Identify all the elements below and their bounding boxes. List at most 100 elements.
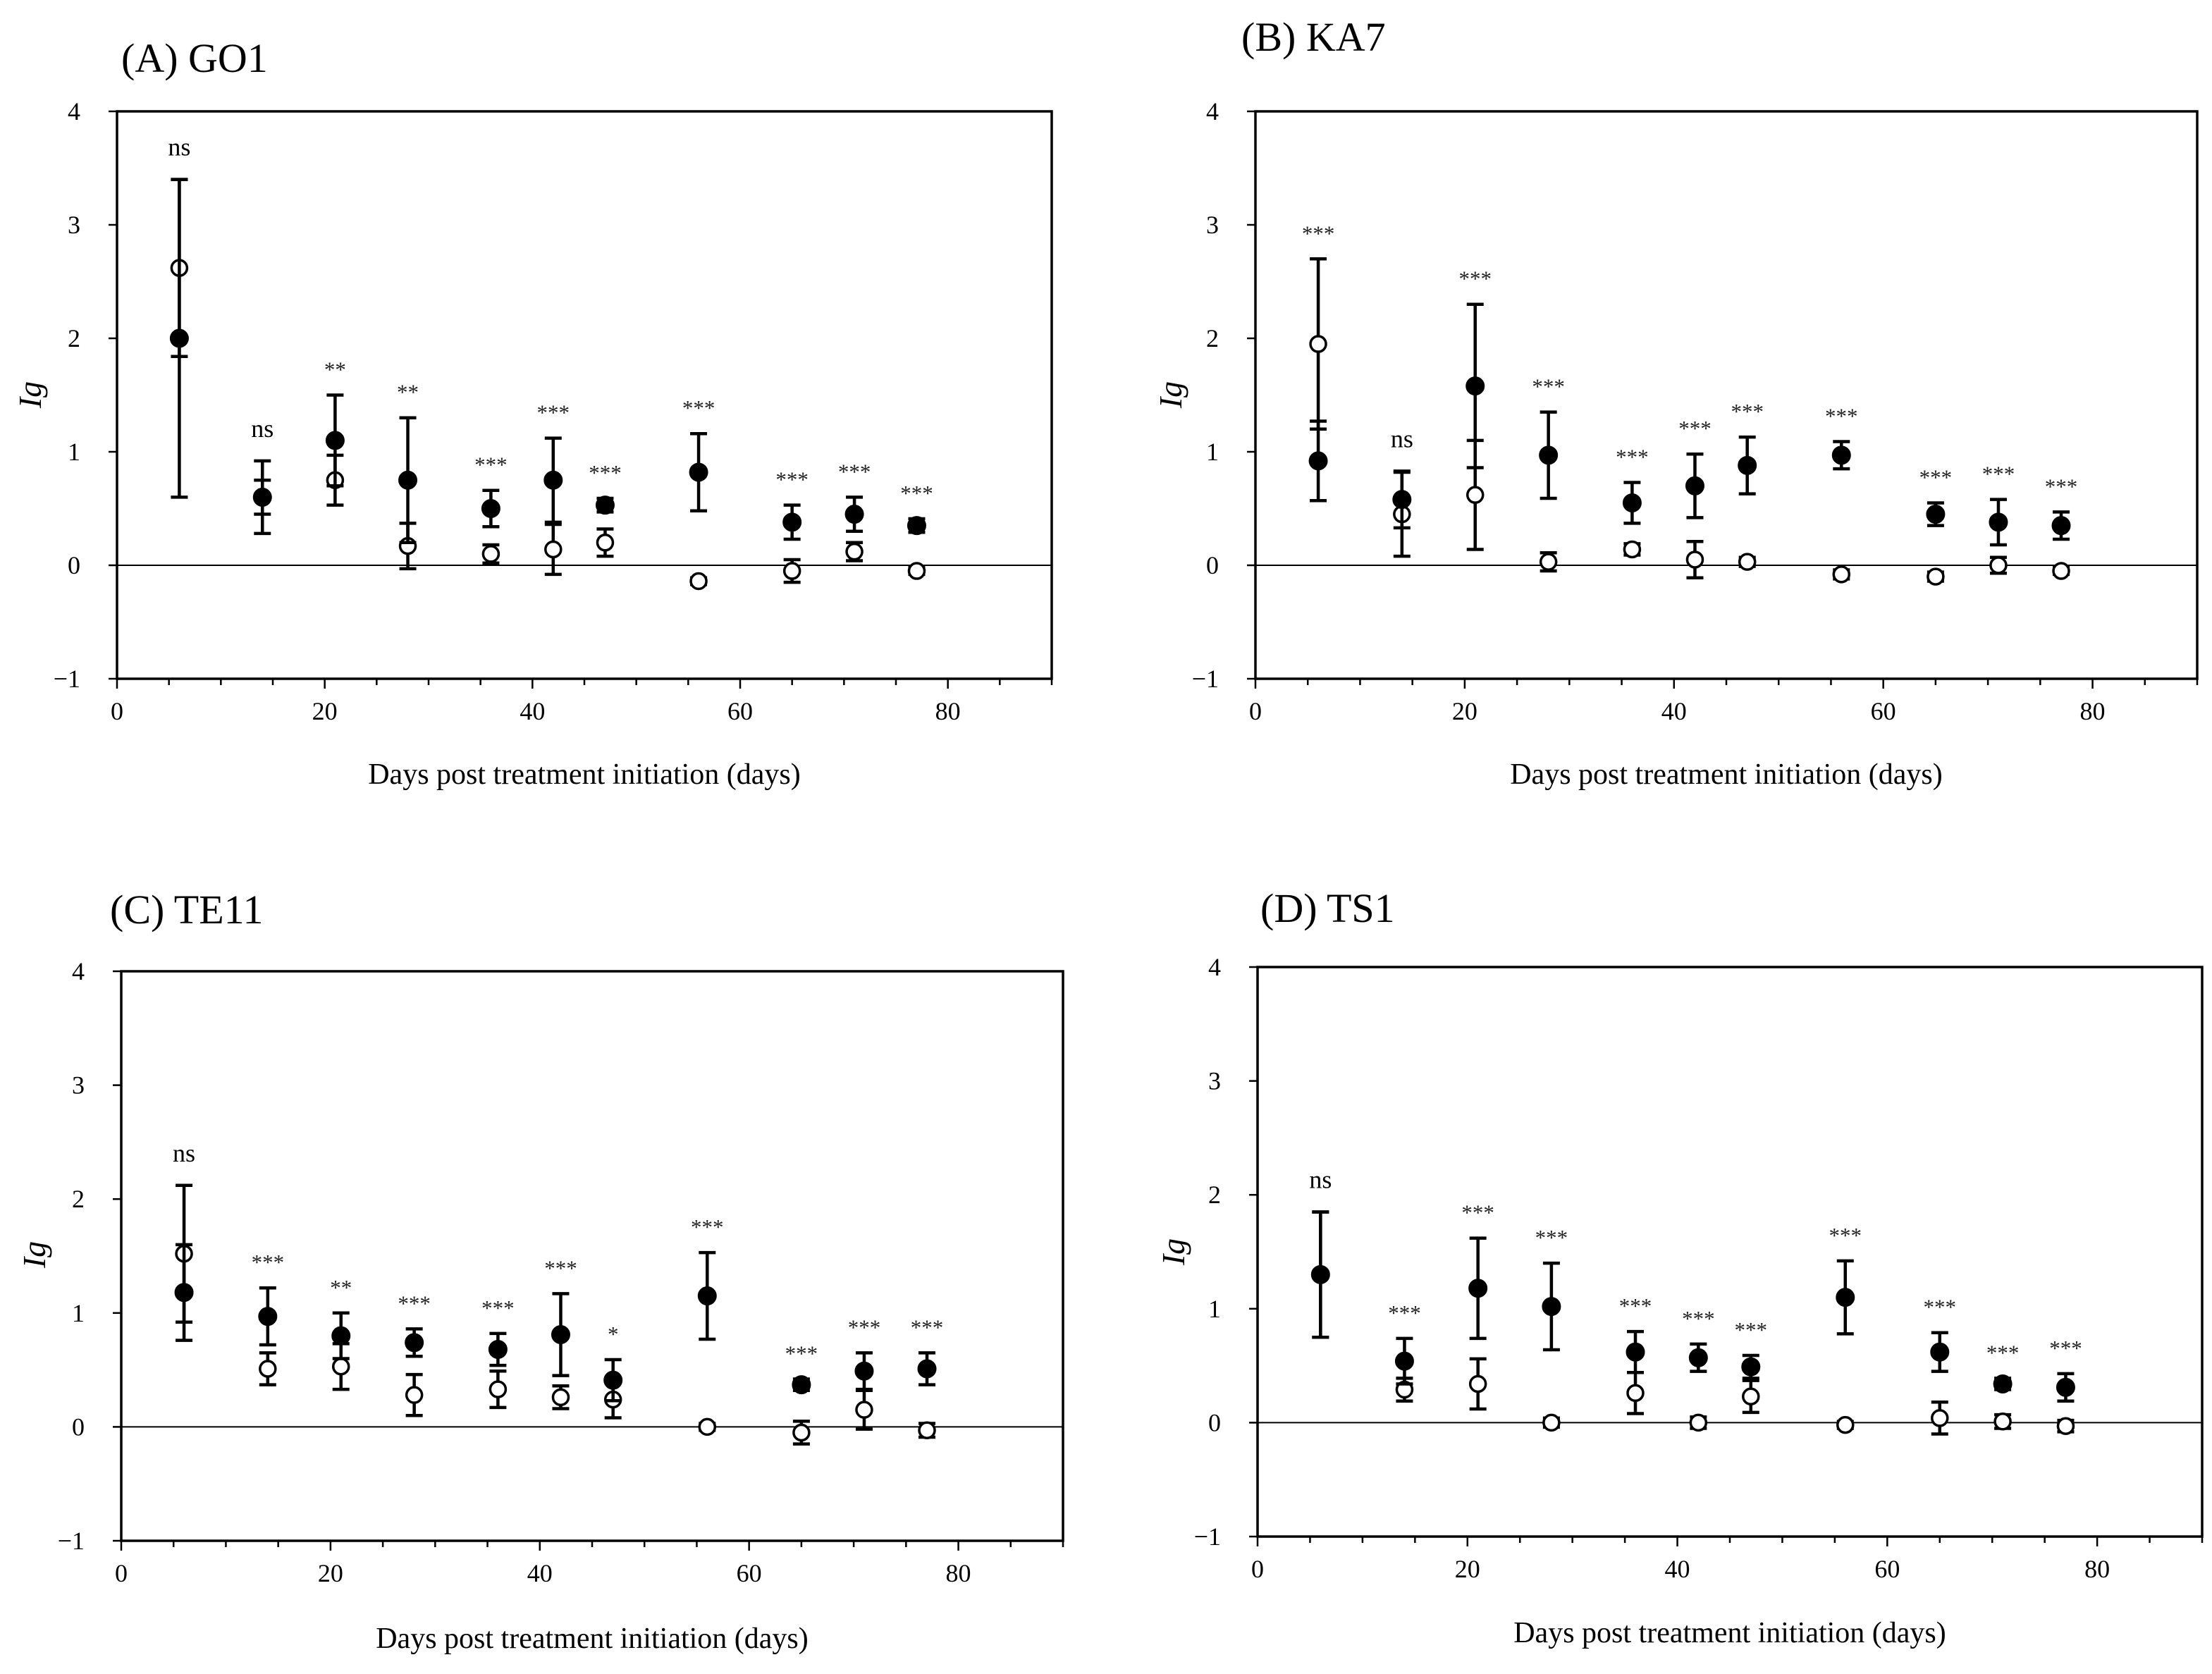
panel-c-significance-label: *** [848,1315,881,1339]
filled-point [1688,1348,1708,1367]
open-point [259,1360,277,1378]
filled-point [697,1286,717,1306]
panel-c-x-ticks [120,1541,1064,1551]
panel-a-series-filled [169,178,926,545]
panel-a-significance-label: ** [397,380,419,405]
panel-d-x-tick-label: 20 [1455,1555,1480,1583]
open-point [2056,1417,2075,1435]
filled-point [2051,516,2071,536]
filled-point [1836,1288,1855,1307]
open-point [1836,1415,1855,1434]
panel-c: (C) TE11 Days post treatment initiation … [16,887,1064,1655]
panel-a-y-tick-label: 0 [68,551,80,579]
open-point [1539,553,1558,571]
filled-point [595,496,615,515]
filled-point [1308,451,1328,471]
filled-point [1626,1342,1645,1362]
panel-a-significance-label: ** [324,357,346,382]
panel-c-xlabel: Days post treatment initiation (days) [376,1623,809,1655]
filled-point [1392,490,1412,510]
open-point [1989,556,2008,574]
filled-point [1622,493,1642,512]
panel-b-x-tick-label: 80 [2080,697,2106,725]
open-point [1542,1413,1561,1432]
panel-a-x-tick-label: 20 [312,697,338,725]
open-point [782,562,801,580]
open-point [1927,567,1945,586]
panel-c-series-filled [174,1243,937,1403]
filled-point [331,1326,351,1346]
filled-point [405,1333,424,1353]
panel-a-significance-label: *** [589,460,622,485]
panel-a-significance-label: *** [682,395,715,420]
panel-c-y-tick-label: 0 [72,1413,85,1441]
filled-point [252,487,272,507]
open-point [1626,1384,1645,1403]
panel-b-y-tick-label: 3 [1206,211,1219,239]
filled-point [1542,1297,1561,1317]
panel-c-significance-label: *** [785,1341,818,1366]
panel-c-series-open [175,1183,936,1446]
open-point [489,1380,508,1398]
panel-d-x-tick-label: 40 [1665,1555,1690,1583]
open-point [1738,553,1757,571]
panel-a-y-ticks [109,110,117,680]
panel-d-y-tick-label: 4 [1208,953,1221,981]
filled-point [1930,1342,1950,1362]
panel-a-title: (A) GO1 [121,35,268,81]
panel-a-significance-label: ns [251,414,274,443]
panel-b-significance-label: *** [1616,444,1649,469]
panel-a-x-tick-label: 0 [111,697,123,725]
open-point [855,1401,873,1419]
panel-d-series-filled [1310,1210,2075,1403]
panel-b-x-tick-label: 0 [1249,697,1262,725]
panel-c-significance-label: * [608,1322,619,1346]
panel-d-x-tick-label: 0 [1251,1555,1264,1583]
open-point [1685,550,1704,569]
panel-c-significance-label: ns [173,1139,195,1167]
panel-d-plot-frame [1256,966,2204,1538]
panel-d-y-tick-label: 0 [1208,1408,1221,1436]
panel-a-significance-label: *** [900,481,933,505]
panel-b-significance-label: *** [1458,266,1492,291]
panel-d-significance-label: *** [1735,1317,1768,1342]
panel-c-y-ticks [113,970,121,1542]
open-point [1742,1387,1760,1405]
open-point [1689,1413,1708,1432]
open-point [2052,562,2070,580]
filled-point [1466,376,1485,396]
open-point [689,572,708,591]
panel-d-significance-label: *** [1986,1340,2020,1365]
panel-c-significance-label: ** [330,1275,352,1300]
filled-point [1539,445,1559,465]
filled-point [782,512,802,532]
panel-a-y-tick-label: 4 [68,97,80,125]
panel-b-significance-label: *** [1532,374,1565,399]
panel-c-significance-label: *** [544,1255,577,1280]
panel-d-significance-label: *** [1388,1300,1421,1325]
panel-b-x-tick-label: 60 [1871,697,1896,725]
filled-point [1738,455,1757,475]
panel-b-significance-label: *** [1825,404,1858,429]
panel-a-significance-label: *** [537,400,570,425]
panel-b-y-tick-label: 2 [1206,324,1219,352]
panel-d-x-tick-label: 80 [2084,1555,2110,1583]
panel-b-title: (B) KA7 [1241,14,1386,60]
filled-point [603,1370,623,1390]
filled-point [844,505,864,524]
panel-d-x-tick-label: 60 [1874,1555,1900,1583]
open-point [331,1358,350,1376]
filled-point [1741,1357,1761,1377]
filled-point [551,1325,570,1345]
panel-d-y-tick-label: −1 [1194,1522,1221,1551]
panel-b-y-tick-label: 1 [1206,438,1219,466]
open-point [1468,1374,1487,1393]
panel-b-significance-label: *** [1982,462,2015,486]
panel-d-series-open [1311,1210,2075,1436]
panel-a-y-tick-label: −1 [54,665,80,693]
panel-d-significance-label: *** [1829,1223,1862,1248]
open-point [1832,565,1851,584]
filled-point [174,1283,194,1303]
panel-b-significance-label: *** [2045,474,2078,498]
